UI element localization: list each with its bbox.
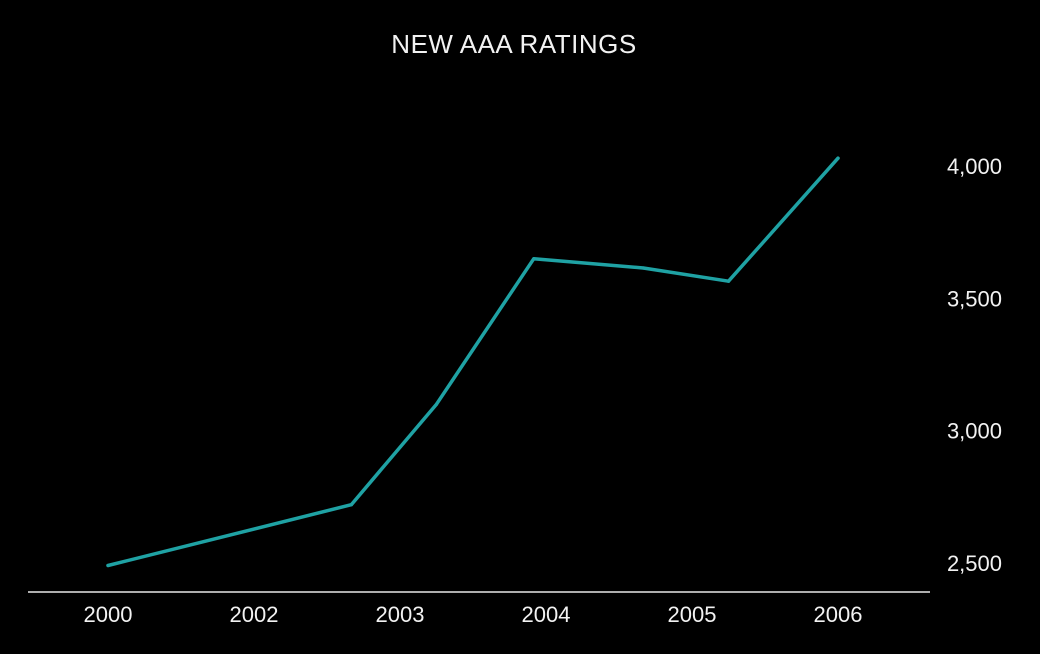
- data-point: [836, 156, 840, 160]
- data-point: [349, 503, 353, 507]
- x-tick-label: 2004: [522, 602, 571, 627]
- data-point: [726, 279, 731, 283]
- data-point: [106, 563, 110, 568]
- y-tick-label: 3,000: [947, 419, 1002, 444]
- data-point: [532, 257, 536, 261]
- series-line: [106, 156, 840, 568]
- y-tick-label: 2,500: [947, 551, 1002, 576]
- x-tick-label: 2003: [376, 602, 425, 627]
- chart-title: NEW AAA RATINGS: [391, 29, 636, 59]
- data-point: [641, 266, 645, 270]
- series-group: [106, 156, 840, 568]
- y-tick-label: 3,500: [947, 286, 1002, 311]
- y-axis-ticks: 4,000 3,500 3,000 2,500: [947, 154, 1002, 576]
- x-tick-label: 2000: [84, 602, 133, 627]
- x-tick-label: 2002: [230, 602, 279, 627]
- x-axis-ticks: 2000 2002 2003 2004 2005 2006: [84, 602, 863, 627]
- x-tick-label: 2006: [814, 602, 863, 627]
- y-tick-label: 4,000: [947, 154, 1002, 179]
- x-tick-label: 2005: [668, 602, 717, 627]
- data-point: [434, 402, 439, 406]
